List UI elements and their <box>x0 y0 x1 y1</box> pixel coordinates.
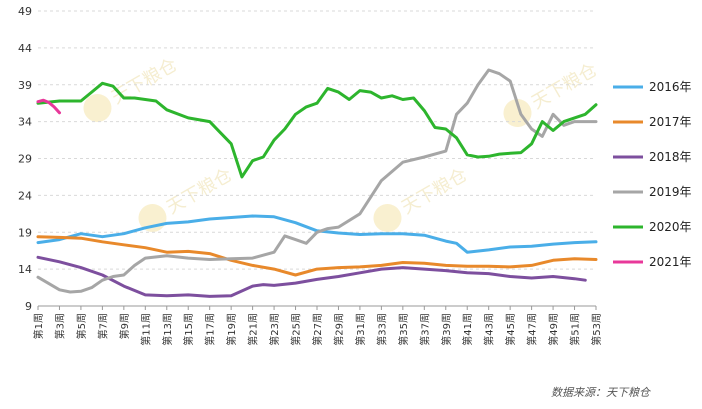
x-tick-label-23: 第23周 <box>268 313 281 346</box>
x-tick-label-47: 第47周 <box>526 313 539 346</box>
y-tick-label-39: 39 <box>18 79 32 92</box>
x-tick-label-43: 第43周 <box>483 313 496 346</box>
series-line-2019年 <box>36 68 598 294</box>
series-line-2020年 <box>36 81 598 179</box>
x-tick-label-39: 第39周 <box>440 313 453 346</box>
y-tick-label-44: 44 <box>18 42 32 55</box>
x-tick-label-29: 第29周 <box>332 313 345 346</box>
y-tick-label-29: 29 <box>18 153 32 166</box>
watermark-layer: 天下粮仓 天下粮仓 天下粮仓 天下粮仓 <box>83 54 601 232</box>
legend-label-2019年: 2019年 <box>649 185 692 199</box>
x-tick-label-53: 第53周 <box>590 313 603 346</box>
x-tick-label-51: 第51周 <box>569 313 582 346</box>
x-tick-label-21: 第21周 <box>247 313 260 346</box>
legend-label-2018年: 2018年 <box>649 150 692 164</box>
grid-lines <box>38 10 596 270</box>
watermark-text-3: 天下粮仓 <box>398 164 471 218</box>
y-tick-label-19: 19 <box>18 226 32 239</box>
x-tick-label-11: 第11周 <box>139 313 152 346</box>
y-axis-ticks: 9 14 19 24 29 34 39 44 49 <box>18 5 32 313</box>
y-tick-label-24: 24 <box>18 189 32 202</box>
series-line-2017年 <box>36 235 598 277</box>
x-tick-label-27: 第27周 <box>311 313 324 346</box>
x-tick-label-7: 第7周 <box>96 313 109 339</box>
legend-label-2017年: 2017年 <box>649 115 692 129</box>
y-tick-label-14: 14 <box>18 263 32 276</box>
legend-label-2020年: 2020年 <box>649 220 692 234</box>
x-axis: 第1周 第3周 第5周 第7周 第9周 第11周 第13周 第15周 第17周 第19周 第21周第… <box>32 305 603 346</box>
legend-label-2021年: 2021年 <box>649 255 692 269</box>
x-tick-label-45: 第45周 <box>504 313 517 346</box>
x-tick-label-5: 第5周 <box>75 313 88 339</box>
y-tick-label-49: 49 <box>18 5 32 18</box>
x-tick-label-25: 第25周 <box>290 313 303 346</box>
source-note: 数据来源：天下粮仓 <box>551 386 651 399</box>
x-tick-label-17: 第17周 <box>204 313 217 346</box>
x-tick-label-1: 第1周 <box>32 313 45 339</box>
x-tick-label-35: 第35周 <box>397 313 410 346</box>
watermark-text-4: 天下粮仓 <box>528 59 601 113</box>
series-line-2018年 <box>36 255 587 298</box>
legend: 2016年 2017年 2018年 2019年 2020年 2021年 <box>613 80 692 269</box>
x-tick-label-3: 第3周 <box>53 313 66 339</box>
x-tick-label-41: 第41周 <box>461 313 474 346</box>
y-tick-label-34: 34 <box>18 116 32 129</box>
x-tick-label-33: 第33周 <box>375 313 388 346</box>
x-tick-label-37: 第37周 <box>418 313 431 346</box>
x-tick-label-15: 第15周 <box>182 313 195 346</box>
y-tick-label-9: 9 <box>25 300 32 313</box>
watermark-logo-3: 天下粮仓 <box>373 164 471 232</box>
x-tick-label-31: 第31周 <box>354 313 367 346</box>
series-line-2021年 <box>36 98 61 115</box>
series-line-2016年 <box>36 214 598 254</box>
x-tick-label-19: 第19周 <box>225 313 238 346</box>
series-lines <box>36 68 598 298</box>
watermark-text-2: 天下粮仓 <box>163 164 236 218</box>
legend-label-2016年: 2016年 <box>649 80 692 94</box>
x-tick-label-9: 第9周 <box>118 313 131 339</box>
x-tick-label-13: 第13周 <box>161 313 174 346</box>
x-tick-label-49: 第49周 <box>547 313 560 346</box>
